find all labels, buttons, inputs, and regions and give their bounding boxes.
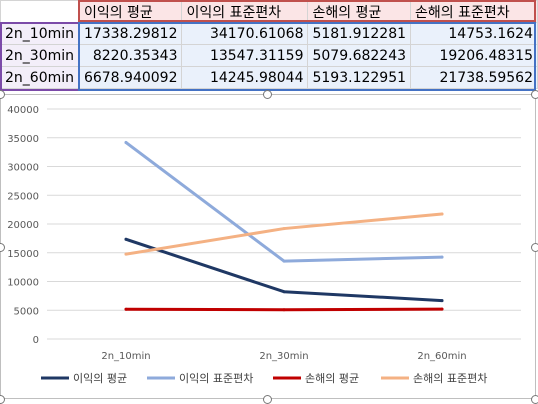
series-line — [124, 141, 444, 263]
data-point — [282, 227, 286, 231]
value-cell[interactable]: 19206.48315 — [410, 44, 538, 67]
y-tick-label: 40000 — [7, 105, 39, 116]
resize-handle[interactable] — [0, 243, 5, 252]
data-point — [440, 307, 444, 311]
value-cell[interactable]: 17338.29812 — [78, 22, 183, 45]
row-label-cell[interactable]: 2n_30min — [0, 44, 80, 67]
spreadsheet-range: 이익의 평균 이익의 표준편차 손해의 평균 손해의 표준편차 2n_10min… — [0, 0, 538, 92]
header-cell[interactable] — [0, 0, 80, 23]
legend-label: 이익의 평균 — [73, 372, 127, 385]
resize-handle[interactable] — [531, 395, 538, 404]
value-cell[interactable]: 8220.35343 — [78, 44, 183, 67]
data-point — [124, 237, 128, 241]
value-cell[interactable]: 14245.98044 — [181, 66, 309, 89]
data-point — [124, 307, 128, 311]
chart-canvas: 0 5000 10000 15000 20000 25000 30000 35000 40000… — [7, 105, 521, 385]
y-tick-label: 10000 — [7, 278, 39, 289]
legend-label: 손해의 평균 — [305, 371, 359, 385]
value-cell[interactable]: 34170.61068 — [181, 22, 309, 45]
line-chart[interactable]: 0 5000 10000 15000 20000 25000 30000 35000 40000… — [0, 94, 536, 399]
data-table: 이익의 평균 이익의 표준편차 손해의 평균 손해의 표준편차 2n_10min… — [0, 0, 538, 89]
table-row: 2n_60min 6678.940092 14245.98044 5193.12… — [0, 66, 538, 89]
data-point — [440, 212, 444, 216]
x-tick-label: 2n_10min — [101, 351, 150, 362]
value-cell[interactable]: 5193.122951 — [307, 66, 412, 89]
resize-handle[interactable] — [263, 90, 272, 99]
header-cell[interactable]: 손해의 표준편차 — [410, 0, 538, 23]
y-tick-label: 5000 — [14, 306, 39, 317]
value-cell[interactable]: 14753.1624 — [410, 22, 538, 45]
y-tick-label: 15000 — [7, 249, 39, 260]
value-cell[interactable]: 6678.940092 — [78, 66, 183, 89]
data-point — [124, 141, 128, 145]
y-tick-label: 20000 — [7, 220, 39, 231]
data-point — [440, 255, 444, 259]
x-tick-label: 2n_60min — [417, 351, 466, 362]
value-cell[interactable]: 13547.31159 — [181, 44, 309, 67]
data-point — [282, 290, 286, 294]
y-tick-label: 35000 — [7, 134, 39, 145]
resize-handle[interactable] — [0, 395, 5, 404]
y-tick-label: 25000 — [7, 191, 39, 202]
header-cell[interactable]: 이익의 표준편차 — [181, 0, 309, 23]
data-point — [124, 252, 128, 256]
table-row: 2n_10min 17338.29812 34170.61068 5181.91… — [0, 22, 538, 45]
x-tick-label: 2n_30min — [259, 351, 308, 362]
series-line — [124, 212, 444, 256]
data-point — [282, 308, 286, 312]
resize-handle[interactable] — [0, 90, 5, 99]
legend-label: 손해의 표준편차 — [413, 371, 487, 385]
row-label-cell[interactable]: 2n_60min — [0, 66, 80, 89]
value-cell[interactable]: 5079.682243 — [307, 44, 412, 67]
row-label-cell[interactable]: 2n_10min — [0, 22, 80, 45]
value-cell[interactable]: 5181.912281 — [307, 22, 412, 45]
legend-label: 이익의 표준편차 — [179, 372, 253, 385]
value-cell[interactable]: 21738.59562 — [410, 66, 538, 89]
data-point — [440, 299, 444, 303]
resize-handle[interactable] — [531, 243, 538, 252]
header-cell[interactable]: 손해의 평균 — [307, 0, 412, 23]
table-header-row: 이익의 평균 이익의 표준편차 손해의 평균 손해의 표준편차 — [0, 0, 538, 23]
header-cell[interactable]: 이익의 평균 — [78, 0, 183, 23]
data-point — [282, 259, 286, 263]
table-row: 2n_30min 8220.35343 13547.31159 5079.682… — [0, 44, 538, 67]
resize-handle[interactable] — [263, 395, 272, 404]
y-tick-label: 30000 — [7, 163, 39, 174]
y-tick-label: 0 — [33, 335, 39, 346]
resize-handle[interactable] — [531, 90, 538, 99]
